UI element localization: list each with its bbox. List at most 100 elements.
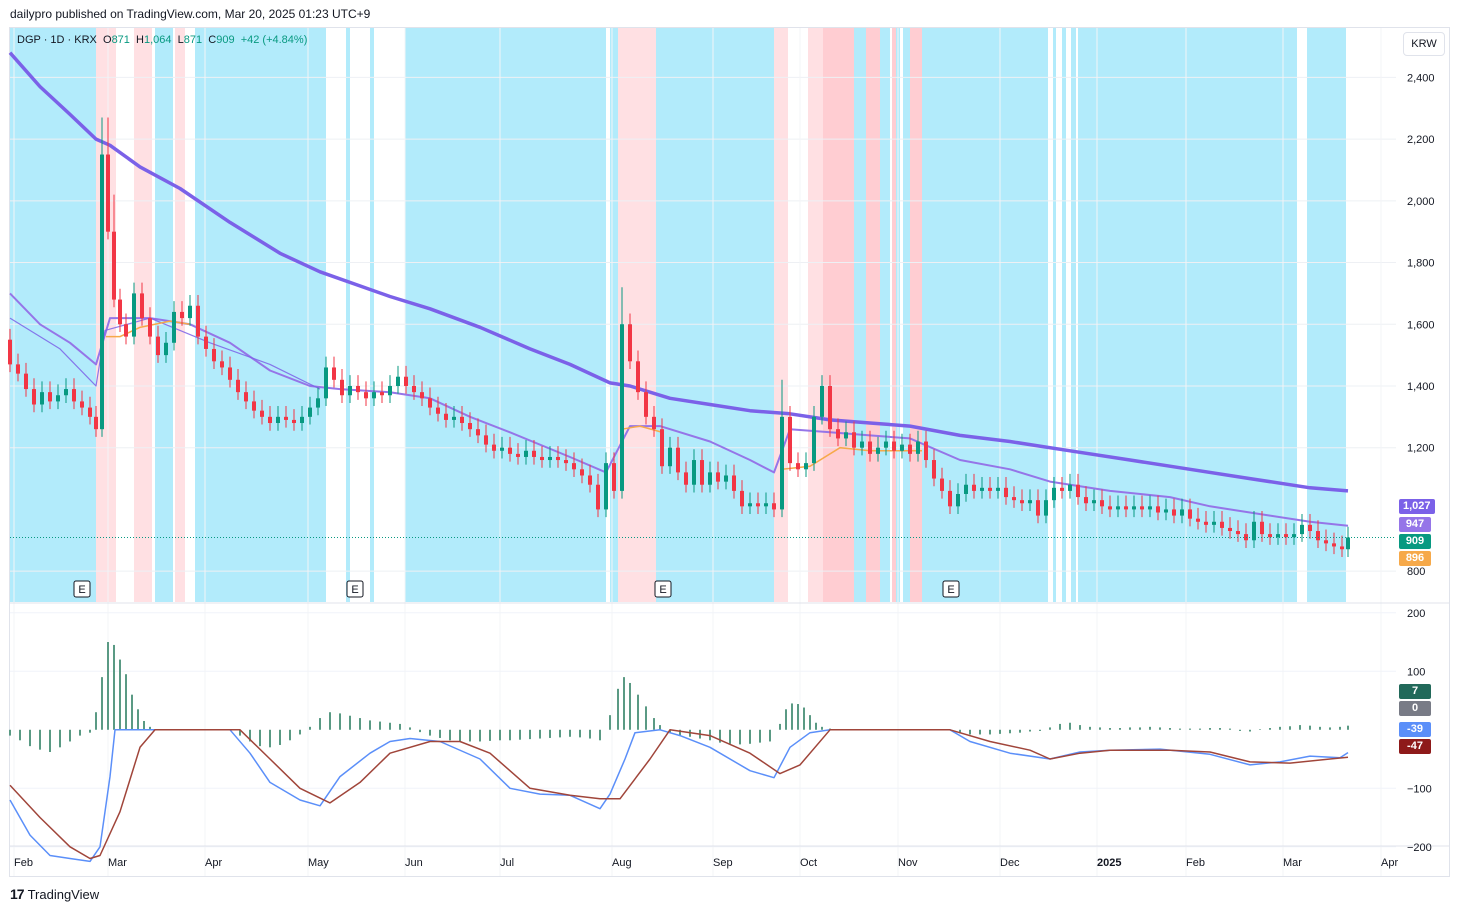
- time-tick-label: 2025: [1097, 857, 1121, 869]
- histogram-bar: [559, 729, 561, 738]
- price-tag: 947: [1399, 517, 1431, 532]
- signal-band: [405, 28, 606, 602]
- histogram-bar: [59, 729, 61, 748]
- candle-body: [652, 416, 656, 430]
- histogram-bar: [89, 729, 91, 733]
- candle-body: [1180, 509, 1184, 516]
- candle-body: [572, 463, 576, 470]
- open-label: O: [103, 34, 112, 46]
- candle-body: [1196, 518, 1200, 522]
- candle-body: [892, 441, 896, 451]
- earnings-label: E: [947, 584, 954, 596]
- candle-body: [492, 444, 496, 451]
- candle-body: [172, 311, 176, 343]
- candle-body: [764, 503, 768, 507]
- earnings-marker: E: [942, 580, 960, 598]
- candle-body: [1204, 521, 1208, 525]
- candle-body: [316, 398, 320, 408]
- candle-body: [308, 407, 312, 417]
- candle-body: [1100, 500, 1104, 507]
- histogram-bar: [1319, 726, 1321, 730]
- histogram-bar: [769, 729, 771, 742]
- histogram-bar: [19, 729, 21, 741]
- price-tick-label: 1,800: [1407, 258, 1435, 270]
- candle-body: [812, 416, 816, 464]
- candle-body: [860, 441, 864, 448]
- histogram-bar: [617, 688, 619, 730]
- time-tick-label: Apr: [205, 857, 222, 869]
- high-value: 1,064: [144, 34, 172, 46]
- candle-body: [636, 361, 640, 393]
- candle-body: [548, 456, 552, 461]
- candle-body: [948, 490, 952, 507]
- histogram-bar: [1159, 727, 1161, 730]
- candle-body: [508, 447, 512, 454]
- candle-body: [460, 416, 464, 424]
- candle-body: [476, 429, 480, 436]
- candle-body: [564, 460, 568, 464]
- candle-body: [1132, 506, 1136, 510]
- candle-body: [94, 416, 98, 430]
- histogram-bar: [519, 729, 521, 740]
- candle-body: [740, 490, 744, 507]
- time-tick-label: Jun: [405, 857, 423, 869]
- histogram-bar: [969, 729, 971, 735]
- candle-body: [252, 401, 256, 411]
- histogram-bar: [359, 718, 361, 730]
- histogram-bar: [239, 729, 241, 736]
- price-tag: 896: [1399, 551, 1431, 566]
- candle-body: [372, 392, 376, 399]
- candle-body: [1020, 500, 1024, 504]
- histogram-bar: [95, 712, 97, 730]
- signal-band: [854, 28, 866, 602]
- histogram-bar: [1109, 728, 1111, 730]
- candle-body: [644, 392, 648, 417]
- candle-body: [1076, 484, 1080, 498]
- indicator-tag: 0: [1399, 701, 1431, 716]
- price-tag: 909: [1399, 534, 1431, 549]
- candle-body: [244, 392, 248, 402]
- histogram-bar: [569, 729, 571, 737]
- candle-body: [148, 318, 152, 337]
- time-tick-label: Mar: [1283, 857, 1302, 869]
- candle-body: [32, 389, 36, 405]
- candle-body: [708, 472, 712, 485]
- candle-body: [540, 456, 544, 461]
- candle-body: [692, 460, 696, 485]
- candle-body: [1340, 546, 1344, 550]
- currency-button[interactable]: KRW: [1403, 32, 1445, 56]
- candle-body: [1236, 531, 1240, 535]
- candle-body: [1092, 500, 1096, 504]
- indicator-tag: 7: [1399, 684, 1431, 699]
- histogram-bar: [113, 644, 115, 730]
- candle-body: [956, 493, 960, 507]
- signal-band: [346, 28, 350, 602]
- histogram-bar: [1179, 728, 1181, 730]
- candle-body: [996, 487, 1000, 491]
- histogram-bar: [1309, 725, 1311, 730]
- histogram-bar: [1169, 728, 1171, 730]
- price-tick-label: 1,200: [1407, 443, 1435, 455]
- signal-band: [866, 28, 880, 602]
- histogram-bar: [1289, 726, 1291, 730]
- time-tick-label: May: [308, 857, 329, 869]
- candle-body: [612, 463, 616, 491]
- high-label: H: [136, 34, 144, 46]
- candle-body: [420, 392, 424, 399]
- histogram-bar: [1189, 728, 1191, 730]
- histogram-bar: [719, 729, 721, 743]
- change-value: +42 (+4.84%): [240, 34, 308, 46]
- candle-body: [188, 305, 192, 319]
- brand-name: TradingView: [27, 886, 100, 902]
- candle-body: [924, 441, 928, 461]
- candle-body: [660, 429, 664, 467]
- histogram-bar: [39, 729, 41, 750]
- price-tick-label: 2,200: [1407, 134, 1435, 146]
- candle-body: [276, 416, 280, 424]
- candle-body: [1252, 521, 1256, 541]
- candle-body: [180, 311, 184, 319]
- indicator-tick-label: −200: [1407, 842, 1432, 854]
- histogram-bar: [259, 729, 261, 747]
- histogram-bar: [623, 677, 625, 730]
